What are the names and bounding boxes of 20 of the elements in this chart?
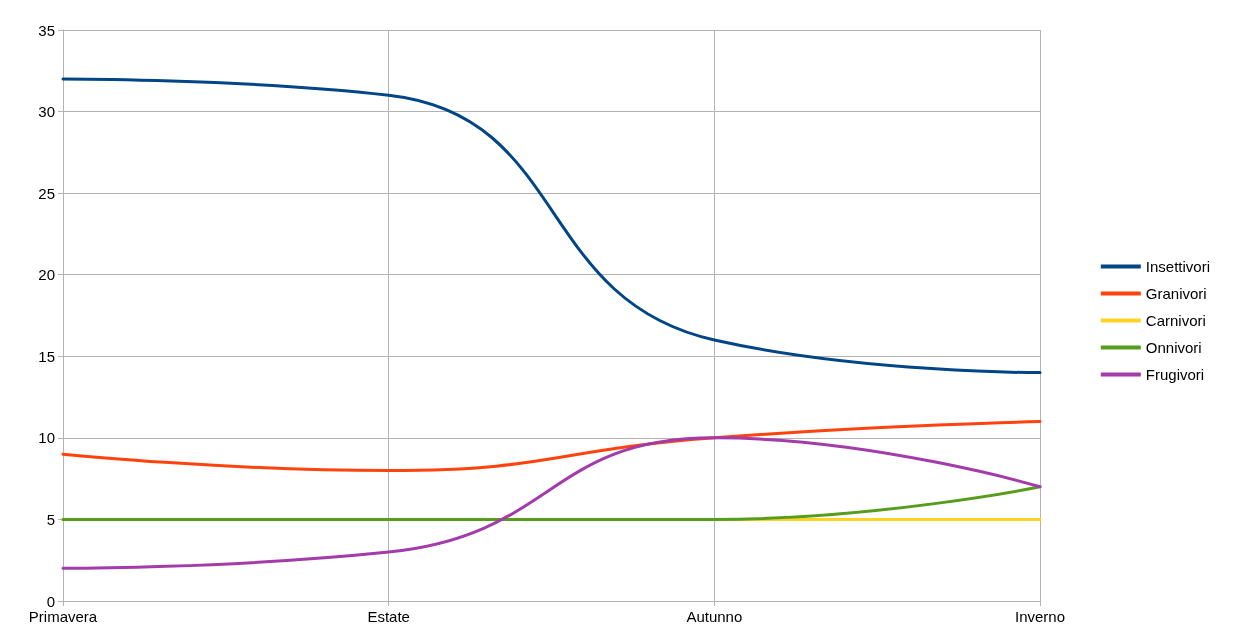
legend-label: Onnivori (1145, 339, 1202, 356)
y-tick-label: 0 (46, 592, 55, 610)
x-tick-label: Estate (367, 608, 410, 625)
y-tick-label: 35 (38, 21, 55, 39)
legend-label: Frugivori (1145, 366, 1205, 383)
y-tick-label: 15 (38, 347, 55, 365)
x-tick-label: Primavera (28, 608, 98, 625)
x-tick-label: Inverno (1014, 608, 1066, 625)
line-series (61, 436, 1042, 570)
y-tick-label: 20 (38, 266, 55, 284)
legend-label: Granivori (1145, 285, 1207, 302)
y-tick-label: 10 (38, 429, 55, 447)
line-series (61, 420, 1042, 472)
x-tick-label: Autunno (686, 608, 743, 625)
legend-label: Carnivori (1145, 312, 1206, 329)
line-series (61, 77, 1042, 375)
y-tick-label: 30 (38, 103, 55, 121)
y-tick-label: 5 (46, 510, 55, 528)
legend-label: Insettivori (1145, 258, 1211, 275)
y-tick-label: 25 (38, 184, 55, 202)
